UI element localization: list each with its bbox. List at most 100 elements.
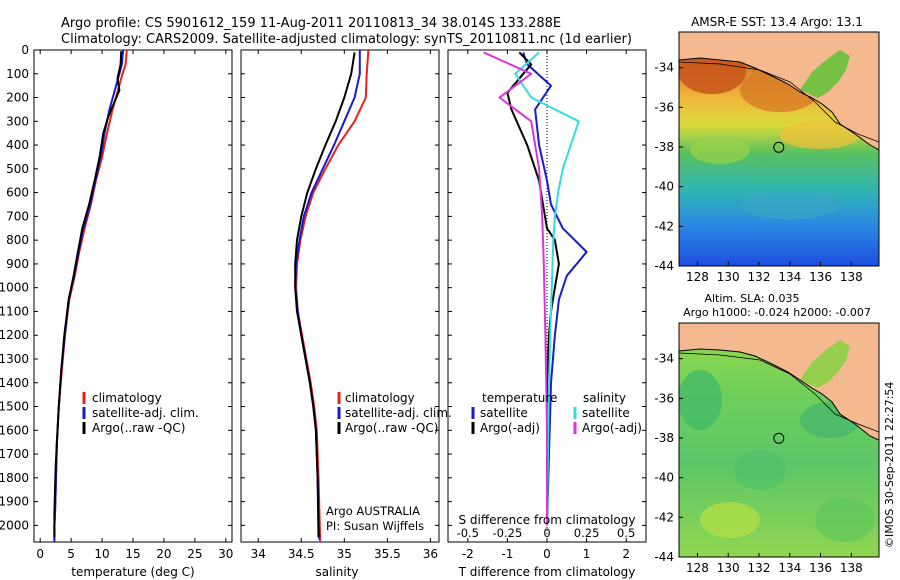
salinity-xlabel: salinity — [315, 565, 358, 579]
s-diff-tick-label: 0.25 — [574, 526, 600, 540]
series-line-temperature-argo-adj- — [506, 51, 560, 526]
title-line1: Argo profile: CS 5901612_159 11-Aug-2011… — [61, 16, 561, 31]
x-tick-label: 10 — [94, 547, 109, 561]
title-line2: Climatology: CARS2009. Satellite-adjuste… — [61, 32, 632, 47]
diff-legend-t-argo: Argo(-adj) — [480, 421, 540, 435]
depth-tick-label: 400 — [6, 138, 29, 152]
temperature-xlabel: temperature (deg C) — [71, 565, 194, 579]
depth-axis: 0 100 200 300 400 500 600 700 800 900 1000 1100 1200… — [0, 43, 646, 532]
temp-legend-satellite: satellite-adj. clim. — [92, 406, 199, 420]
lon-tick-label: 132 — [748, 270, 771, 284]
diff-legend-salinity-header: salinity — [583, 391, 626, 405]
lon-tick-label: 130 — [717, 270, 740, 284]
difference-x-axis: -2 -1 0 1 2 -0.5 -0.25 0 0.25 0.5 — [457, 50, 635, 561]
sst-map-panel: AMSR-E SST: 13.4 Argo: 13.1 -34 -36 -38 -40… — [654, 15, 880, 284]
depth-tick-label: 0 — [21, 43, 29, 57]
s-diff-label: S difference from climatology — [459, 513, 636, 527]
t-diff-label: T difference from climatology — [458, 565, 636, 579]
difference-series — [483, 51, 588, 526]
x-tick-label: 0 — [543, 547, 551, 561]
depth-tick-label: 1800 — [0, 471, 29, 485]
sla-lon-axis: 128 130 132 134 136 138 — [686, 553, 863, 575]
series-line-climatology — [295, 49, 370, 543]
x-tick-label: 2 — [622, 547, 630, 561]
x-tick-label: 30 — [218, 547, 233, 561]
diff-legend-s-argo: Argo(-adj) — [582, 421, 642, 435]
x-tick-label: 34.5 — [288, 547, 315, 561]
sla-map-image — [679, 323, 879, 557]
lat-tick-label: -38 — [654, 140, 674, 154]
credit-stamp: ©IMOS 30-Sep-2011 22:27:54 — [883, 382, 896, 548]
temperature-series — [53, 49, 128, 542]
x-tick-label: -2 — [462, 547, 474, 561]
lat-tick-label: -36 — [654, 391, 674, 405]
lon-tick-label: 134 — [778, 561, 801, 575]
sst-map-frame — [678, 31, 880, 267]
sst-argo-marker — [773, 141, 785, 153]
sal-legend-climatology: climatology — [345, 391, 415, 405]
x-tick-label: 35.5 — [374, 547, 401, 561]
depth-tick-label: 1400 — [0, 376, 29, 390]
salinity-series — [294, 49, 370, 543]
lat-tick-label: -34 — [654, 61, 674, 75]
salinity-legend: climatology satellite-adj. clim. Argo(..… — [337, 391, 452, 435]
lon-tick-label: 138 — [840, 561, 863, 575]
depth-tick-label: 1600 — [0, 423, 29, 437]
temperature-x-axis: 0 5 10 15 20 25 30 — [36, 50, 233, 561]
float-pi: PI: Susan Wijffels — [326, 519, 424, 533]
lat-tick-label: -42 — [654, 219, 674, 233]
depth-tick-label: 1900 — [0, 495, 29, 509]
series-line-argo-raw-qc- — [294, 52, 356, 538]
x-tick-label: 25 — [187, 547, 202, 561]
depth-tick-label: 800 — [6, 233, 29, 247]
sla-gulf-island — [800, 340, 850, 388]
sst-lon-axis: 128 130 132 134 136 138 — [686, 262, 863, 284]
sla-map-panel: Altim. SLA: 0.035 Argo h1000: -0.024 h20… — [654, 292, 880, 575]
sst-coastline — [679, 57, 879, 151]
depth-tick-label: 700 — [6, 209, 29, 223]
s-diff-tick-label: -0.5 — [457, 526, 479, 540]
diff-legend-temperature-header: temperature — [482, 391, 557, 405]
salinity-axes-frame — [240, 49, 440, 543]
temp-legend-argo: Argo(..raw -QC) — [92, 421, 185, 435]
series-line-satellite-adj-clim- — [53, 49, 125, 542]
sal-legend-argo: Argo(..raw -QC) — [345, 421, 438, 435]
sla-isobath — [679, 352, 879, 433]
lon-tick-label: 128 — [686, 270, 709, 284]
lat-tick-label: -38 — [654, 431, 674, 445]
sla-map-subtitle: Argo h1000: -0.024 h2000: -0.007 — [683, 306, 871, 319]
lon-tick-label: 138 — [840, 270, 863, 284]
depth-tick-label: 2000 — [0, 518, 29, 532]
depth-tick-label: 300 — [6, 114, 29, 128]
lat-tick-label: -44 — [654, 259, 674, 273]
series-line-argo-raw-qc- — [53, 51, 123, 538]
sla-lat-axis: -34 -36 -38 -40 -42 -44 — [654, 352, 683, 564]
temperature-axes-frame — [33, 49, 233, 543]
lat-tick-label: -40 — [654, 180, 674, 194]
series-line-satellite-adj-clim- — [294, 50, 361, 540]
depth-tick-label: 1700 — [0, 447, 29, 461]
lon-tick-label: 134 — [778, 270, 801, 284]
depth-tick-label: 1000 — [0, 281, 29, 295]
depth-tick-label: 200 — [6, 91, 29, 105]
series-line-climatology — [53, 49, 128, 542]
depth-tick-label: 1500 — [0, 400, 29, 414]
x-tick-label: 36 — [423, 547, 438, 561]
sla-map-title: Altim. SLA: 0.035 — [704, 292, 799, 305]
x-tick-label: 20 — [156, 547, 171, 561]
lon-tick-label: 128 — [686, 561, 709, 575]
x-tick-label: 1 — [583, 547, 591, 561]
x-tick-label: 35 — [337, 547, 352, 561]
series-line-temperature-satellite — [522, 52, 588, 526]
depth-tick-label: 1200 — [0, 328, 29, 342]
temp-legend-climatology: climatology — [92, 391, 162, 405]
difference-panel: -2 -1 0 1 2 -0.5 -0.25 0 0.25 0.5 T difference fr… — [447, 49, 647, 579]
x-tick-label: 15 — [125, 547, 140, 561]
lat-tick-label: -34 — [654, 352, 674, 366]
salinity-panel: 34 34.5 35 35.5 36 salinity climatology sate… — [240, 49, 452, 579]
series-line-salinity-satellite — [514, 51, 580, 526]
sst-map-title: AMSR-E SST: 13.4 Argo: 13.1 — [691, 15, 863, 29]
lat-tick-label: -40 — [654, 471, 674, 485]
sla-map-frame — [678, 322, 880, 558]
depth-tick-label: 900 — [6, 257, 29, 271]
